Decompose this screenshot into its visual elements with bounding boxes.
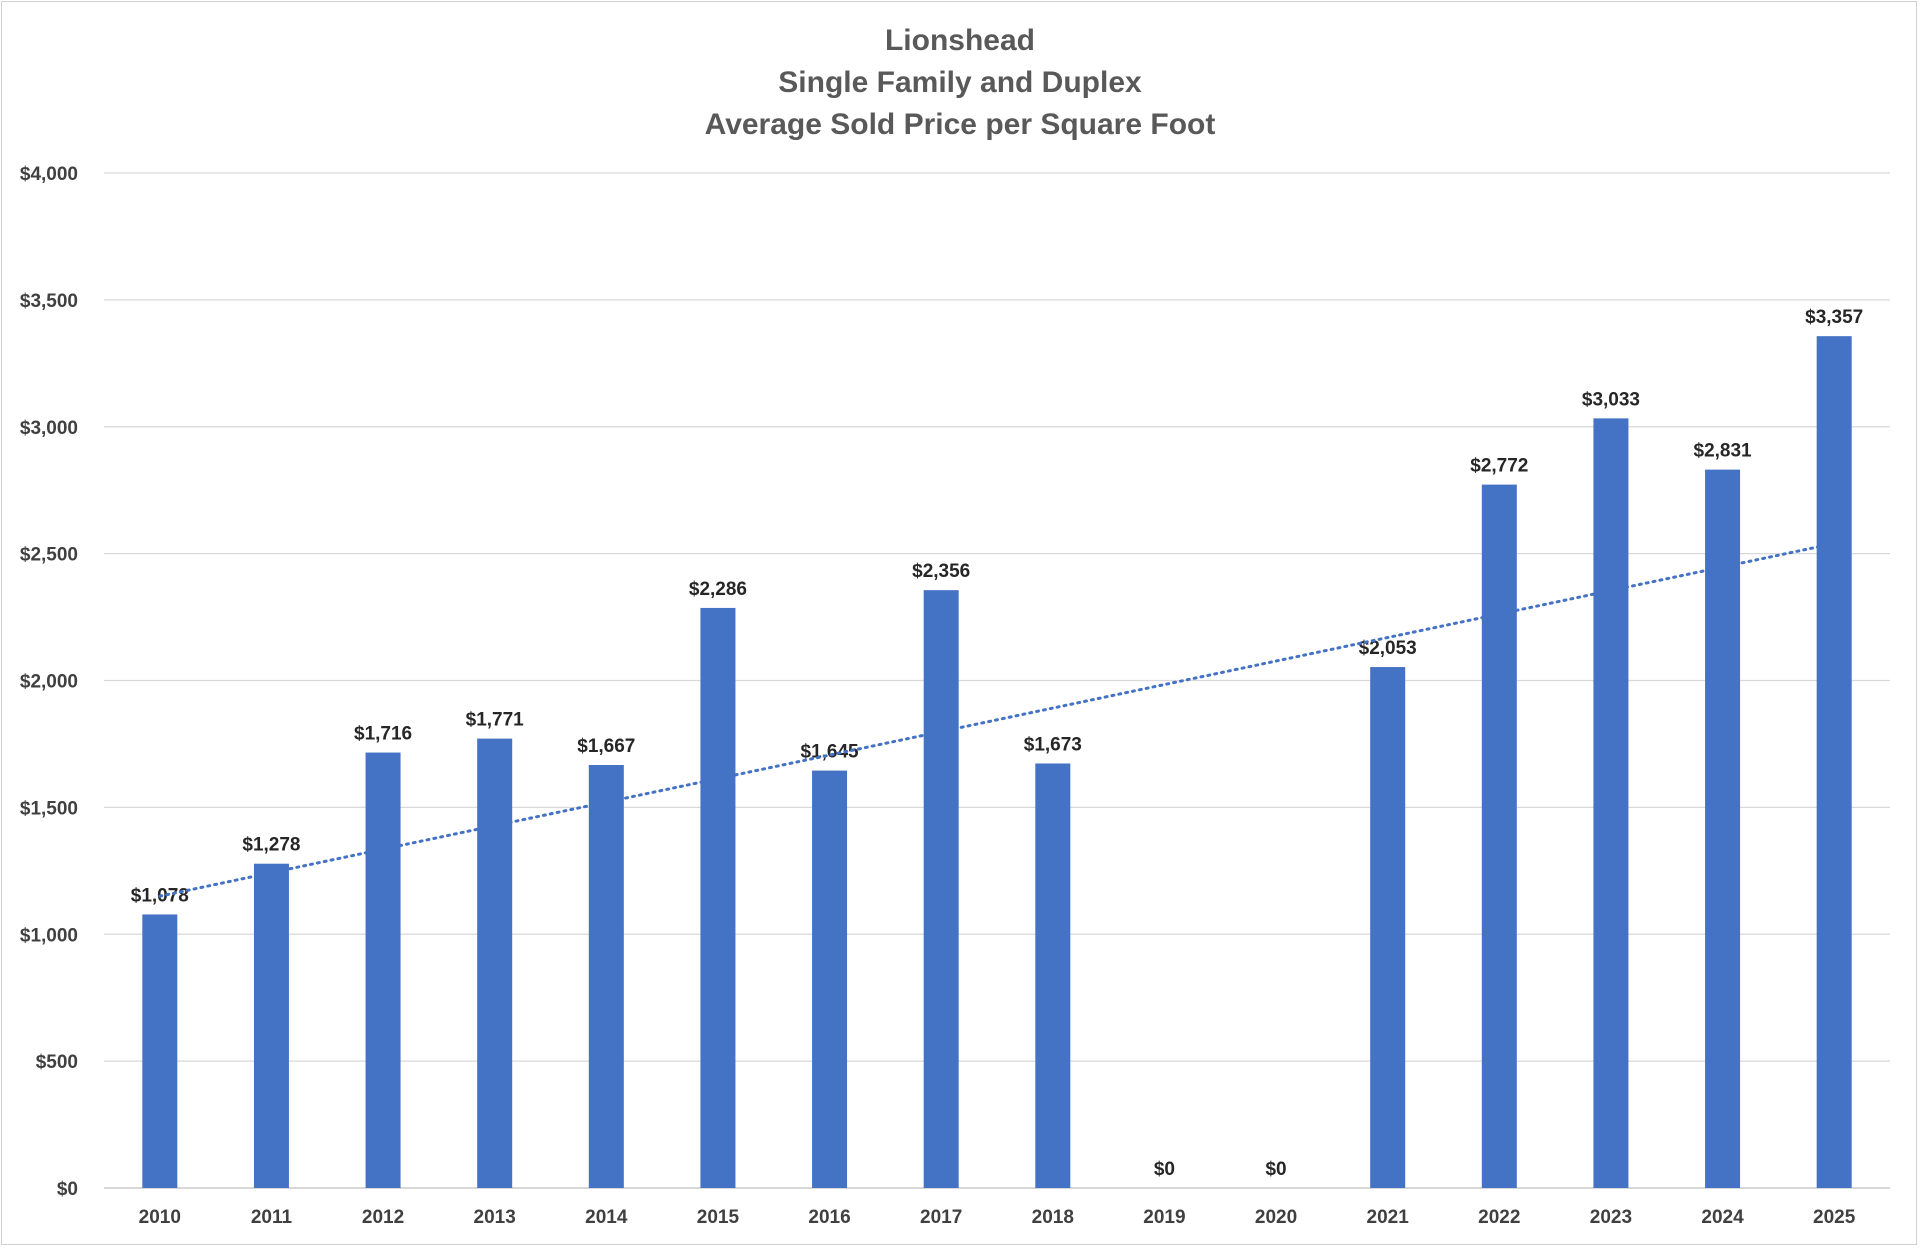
x-tick-label: 2018 — [1032, 1207, 1074, 1228]
x-tick-label: 2010 — [139, 1207, 181, 1228]
x-tick-label: 2017 — [920, 1207, 962, 1228]
bar — [700, 607, 736, 1188]
x-tick-label: 2014 — [585, 1207, 628, 1228]
data-label: $1,645 — [801, 742, 860, 763]
x-tick-label: 2025 — [1813, 1207, 1856, 1228]
x-tick-label: 2013 — [474, 1207, 516, 1228]
bar — [1481, 484, 1517, 1189]
data-label: $3,033 — [1582, 389, 1640, 410]
x-tick-label: 2021 — [1367, 1207, 1410, 1228]
bar — [477, 738, 513, 1188]
bar — [1705, 469, 1741, 1188]
chart-title: Lionshead Single Family and Duplex Avera… — [0, 20, 1920, 146]
data-label: $1,667 — [577, 736, 635, 757]
bar — [142, 914, 178, 1188]
chart-title-line-2: Single Family and Duplex — [778, 66, 1142, 99]
x-tick-label: 2024 — [1701, 1207, 1744, 1228]
x-tick-label: 2012 — [362, 1207, 404, 1228]
x-tick-label: 2016 — [808, 1207, 850, 1228]
data-label: $1,716 — [354, 724, 412, 745]
data-label: $2,831 — [1694, 441, 1753, 462]
data-label: $3,357 — [1805, 307, 1863, 328]
data-label: $1,278 — [242, 835, 300, 856]
y-tick-label: $2,000 — [20, 672, 78, 693]
x-tick-label: 2023 — [1590, 1207, 1632, 1228]
bar — [1370, 667, 1406, 1188]
data-label: $1,771 — [466, 710, 525, 731]
x-tick-label: 2011 — [251, 1207, 293, 1228]
data-label: $0 — [1265, 1159, 1286, 1180]
trendline — [158, 541, 1836, 898]
data-label: $2,772 — [1470, 456, 1528, 477]
bar — [1035, 763, 1071, 1188]
y-tick-label: $3,000 — [20, 418, 78, 439]
y-tick-label: $4,000 — [20, 164, 78, 185]
x-tick-label: 2015 — [697, 1207, 740, 1228]
data-label: $0 — [1154, 1159, 1175, 1180]
bar — [812, 770, 848, 1188]
data-label: $2,356 — [912, 561, 970, 582]
data-label: $2,053 — [1359, 638, 1417, 659]
y-tick-label: $1,000 — [20, 925, 78, 946]
y-tick-label: $2,500 — [20, 545, 78, 566]
y-tick-label: $0 — [57, 1179, 78, 1200]
bar — [1816, 336, 1852, 1188]
y-tick-label: $500 — [36, 1052, 78, 1073]
bar — [365, 752, 401, 1188]
chart-title-line-3: Average Sold Price per Square Foot — [704, 108, 1216, 141]
bar — [923, 590, 959, 1188]
x-tick-label: 2019 — [1143, 1207, 1185, 1228]
bar — [253, 863, 289, 1188]
y-tick-label: $3,500 — [20, 291, 78, 312]
bar — [1593, 418, 1629, 1189]
y-tick-label: $1,500 — [20, 798, 78, 819]
x-tick-label: 2022 — [1478, 1207, 1520, 1228]
x-tick-label: 2020 — [1255, 1207, 1297, 1228]
data-label: $2,286 — [689, 579, 747, 600]
data-label: $1,673 — [1024, 734, 1082, 755]
bar — [588, 764, 624, 1188]
chart-title-line-1: Lionshead — [884, 24, 1035, 57]
